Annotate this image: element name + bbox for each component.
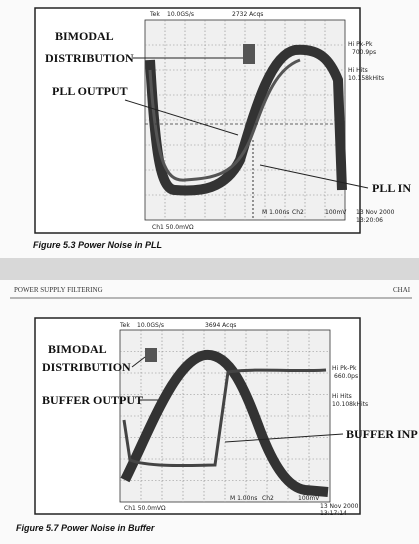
scope-stat: 10.108kHits [332,401,368,408]
scope-acqs: 3694 Acqs [205,322,236,329]
scope-stat: 660.0ps [334,373,358,380]
annotation: BIMODAL [55,29,114,43]
scope-time: 13:20:06 [356,217,383,224]
scope-footer: M 1.00ns [262,209,289,216]
annotation: DISTRIBUTION [42,360,131,374]
scope-brand: Tek [119,322,130,329]
arrow [124,99,239,136]
scope-rate: 10.0GS/s [137,322,164,329]
scope-acqs: 2732 Acqs [232,11,263,18]
waveform-output [120,349,329,497]
chapter-label: CHAI [393,286,411,294]
scope-footer: M 1.00ns [230,495,257,502]
scope-footer: 100mV [325,209,347,216]
scope-stat: Hi Hits [348,67,368,74]
waveform-input [148,58,301,182]
arrow [259,164,369,189]
scope-footer: Ch1 50.0mVΩ [152,224,194,231]
scope-date: 13 Nov 2000 [320,503,359,510]
annotation: BUFFER INP [346,427,418,441]
scope-stat: Hi Pk-Pk [348,41,373,48]
scope-footer: Ch2 [292,209,304,216]
annotation: PLL IN [372,181,411,195]
waveform-input [122,368,327,468]
caption: Figure 5.3 Power Noise in PLL [33,240,162,250]
running-header: POWER SUPPLY FILTERING [14,286,103,294]
histogram-icon [145,348,157,362]
scope-stat: 700.9ps [352,49,376,56]
scope-brand: Tek [149,11,160,18]
scope-time: 13:17:14 [320,510,347,517]
caption: Figure 5.7 Power Noise in Buffer [16,523,155,533]
figure-1: Tek 10.0GS/s 2732 Acqs Hi Pk-Pk 700.9ps … [33,7,411,250]
scope-rate: 10.0GS/s [167,11,194,18]
annotation: DISTRIBUTION [45,51,134,65]
scope-stat: Hi Hits [332,393,352,400]
scope-footer: Ch1 50.0mVΩ [124,505,166,512]
scope-stat: 10.158kHits [348,75,384,82]
scope-footer: 100mV [298,495,320,502]
histogram-icon [243,44,255,64]
scope-footer: Ch2 [262,495,274,502]
annotation: PLL OUTPUT [52,84,128,98]
annotation: BIMODAL [48,342,107,356]
arrow [131,356,146,368]
scope-stat: Hi Pk-Pk [332,365,357,372]
arrow [224,433,344,443]
annotation: BUFFER OUTPUT [42,393,143,407]
figure-2: Tek 10.0GS/s 3694 Acqs Hi Pk-Pk 660.0ps … [16,317,418,533]
page-gap [0,258,419,280]
scope-date: 13 Nov 2000 [356,209,395,216]
